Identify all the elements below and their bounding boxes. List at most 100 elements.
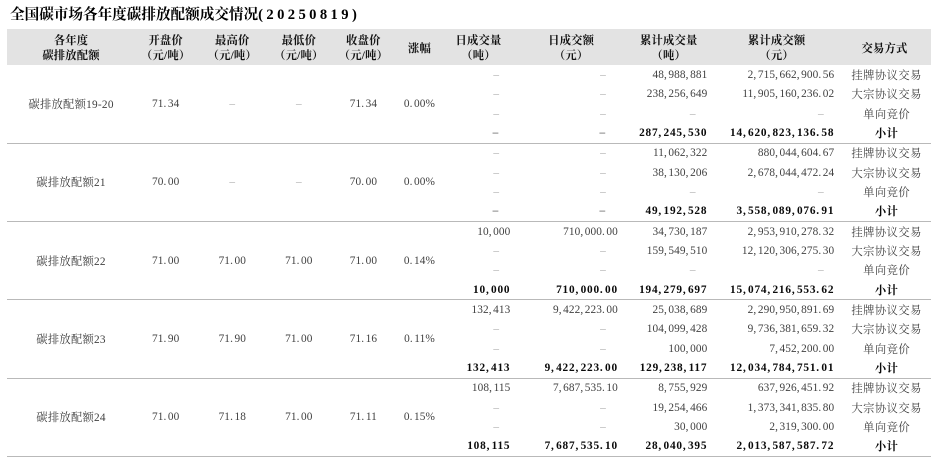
cumulative-amount: 14,620,823,136.58: [730, 127, 835, 140]
close-price: 70.00: [349, 176, 378, 189]
low-price: 71.00: [285, 254, 313, 267]
col-header-change: 涨幅: [397, 29, 442, 66]
daily-amount: –: [599, 205, 606, 218]
high-price: –: [229, 176, 236, 189]
col-header-volume: 日成交量 （吨）: [441, 29, 516, 66]
group-allowance-24: 碳排放配额24 71.00 71.18 71.00 71.11 0.15% 10…: [7, 378, 931, 457]
table-row: – – 238,256,649 11,905,160,236.02 大宗协议交易: [7, 85, 931, 104]
product-name: 碳排放配额19-20: [28, 99, 114, 112]
group-allowance-21: 碳排放配额21 70.00 – – 70.00 0.00% – – 11,062…: [7, 143, 931, 222]
trading-table: 各年度 碳排放配额 开盘价 （元/吨） 最高价 （元/吨） 最低价 （元/吨） 收盘价 （…: [7, 29, 931, 457]
header-line1: 最低价: [281, 34, 317, 47]
table-header: 各年度 碳排放配额 开盘价 （元/吨） 最高价 （元/吨） 最低价 （元/吨） 收盘价 （…: [7, 29, 931, 66]
daily-volume: –: [492, 127, 500, 140]
table-row: – – 104,099,428 9,736,381,659.32 大宗协议交易: [7, 320, 931, 339]
cumulative-volume: 194,279,697: [639, 283, 708, 296]
trade-method: 小计: [874, 284, 899, 297]
high-price: 71.90: [218, 332, 246, 345]
open-price: 70.00: [151, 176, 180, 189]
daily-volume: –: [493, 88, 500, 101]
trade-method: 挂牌协议交易: [851, 70, 922, 83]
cumulative-volume: 38,130,206: [652, 166, 708, 179]
header-line1: 最高价: [215, 34, 250, 47]
cumulative-amount: 637,926,451.92: [757, 382, 835, 395]
header-line2: （吨）: [651, 49, 687, 62]
cumulative-volume: 129,238,117: [639, 361, 708, 374]
trade-method: 挂牌协议交易: [851, 148, 922, 161]
daily-amount: –: [600, 264, 606, 277]
col-header-method: 交易方式: [842, 29, 931, 66]
product-name: 碳排放配额24: [36, 412, 106, 425]
trade-method: 单向竞价: [863, 265, 911, 278]
daily-volume: 132,413: [471, 303, 511, 316]
col-header-high: 最高价 （元/吨）: [196, 29, 269, 66]
header-line2: （元/吨）: [338, 49, 389, 62]
col-header-amount: 日成交额 （元）: [515, 29, 627, 66]
close-price: 71.16: [349, 332, 378, 345]
trade-method: 小计: [874, 206, 899, 219]
cumulative-amount: 1,373,341,835.80: [747, 401, 835, 414]
low-price: –: [295, 176, 302, 189]
table-row: – – 100,000 7,452,200.00 单向竞价: [7, 339, 931, 358]
table-row: 碳排放配额23 71.90 71.90 71.00 71.16 0.11% 13…: [7, 300, 931, 346]
daily-amount: 9,422,223.00: [544, 361, 618, 374]
cumulative-volume: 34,730,187: [652, 225, 708, 238]
header-line1: 收盘价: [346, 34, 381, 47]
cumulative-amount: 9,736,381,659.32: [747, 323, 835, 336]
header-line1: 日成交量: [455, 34, 502, 47]
trade-method: 挂牌协议交易: [851, 226, 922, 239]
open-price: 71.00: [151, 411, 180, 424]
subtotal-row: 108,115 7,687,535.10 28,040,395 2,013,58…: [7, 437, 931, 457]
open-price: 71.34: [151, 98, 180, 111]
low-price: 71.00: [285, 411, 313, 424]
daily-amount: 7,687,535.10: [544, 440, 618, 453]
daily-volume: –: [493, 420, 500, 433]
header-line2: （元）: [553, 49, 589, 62]
trade-method: 大宗协议交易: [851, 324, 922, 337]
group-allowance-19-20: 碳排放配额19-20 71.34 – – 71.34 0.00% – – 48,…: [7, 65, 931, 144]
header-line1: 日成交额: [548, 34, 595, 47]
daily-amount: –: [600, 69, 606, 82]
cumulative-amount: 12,034,784,751.01: [730, 361, 835, 374]
cumulative-amount: 11,905,160,236.02: [742, 88, 835, 101]
trade-method: 小计: [874, 362, 899, 375]
cumulative-volume: 49,192,528: [645, 205, 708, 218]
header-line1: 开盘价: [148, 34, 183, 47]
daily-amount: –: [600, 166, 606, 179]
cumulative-amount: 2,290,950,891.69: [747, 303, 835, 316]
cumulative-amount: 2,013,587,587.72: [736, 440, 835, 453]
group-allowance-22: 碳排放配额22 71.00 71.00 71.00 71.00 0.14% 10…: [7, 222, 931, 300]
header-line2: 碳排放配额: [42, 49, 100, 62]
col-header-cum-volume: 累计成交量 （吨）: [626, 29, 711, 66]
trade-method: 大宗协议交易: [851, 402, 922, 415]
cumulative-amount: 2,715,662,900.56: [747, 69, 835, 82]
daily-amount: 710,000.00: [563, 225, 618, 238]
col-header-close: 收盘价 （元/吨）: [329, 29, 398, 66]
table-row: – – – – 单向竞价: [7, 104, 931, 123]
header-line2: （元/吨）: [274, 49, 324, 62]
product-name: 碳排放配额23: [36, 333, 106, 346]
close-price: 71.11: [349, 411, 377, 424]
daily-volume: –: [493, 166, 500, 179]
daily-volume: 10,000: [477, 225, 511, 238]
cumulative-volume: 19,254,466: [652, 401, 708, 414]
low-price: –: [295, 98, 302, 111]
change-percent: 0.00%: [403, 176, 436, 189]
table-row: – – 19,254,466 1,373,341,835.80 大宗协议交易: [7, 398, 931, 417]
header-line1: 交易方式: [861, 43, 908, 56]
change-percent: 0.14%: [403, 254, 436, 267]
table-row: – – 38,130,206 2,678,044,472.24 大宗协议交易: [7, 163, 931, 182]
daily-volume: –: [493, 147, 500, 160]
daily-volume: –: [493, 186, 500, 199]
page-title: 全国碳市场各年度碳排放配额成交情况(20250819): [10, 7, 360, 24]
daily-amount: –: [600, 186, 606, 199]
daily-amount: –: [600, 420, 606, 433]
header-line2: （元/吨）: [207, 49, 257, 62]
group-allowance-23: 碳排放配额23 71.90 71.90 71.00 71.16 0.11% 13…: [7, 300, 931, 379]
page-title-text: 全国碳市场各年度碳排放配额成交情况: [10, 7, 259, 23]
cumulative-volume: 11,062,322: [652, 147, 708, 160]
daily-volume: 108,115: [467, 440, 511, 453]
table-row: – – 159,549,510 12,120,306,275.30 大宗协议交易: [7, 241, 931, 260]
subtotal-row: 10,000 710,000.00 194,279,697 15,074,216…: [7, 280, 931, 300]
trade-method: 单向竞价: [863, 187, 911, 200]
